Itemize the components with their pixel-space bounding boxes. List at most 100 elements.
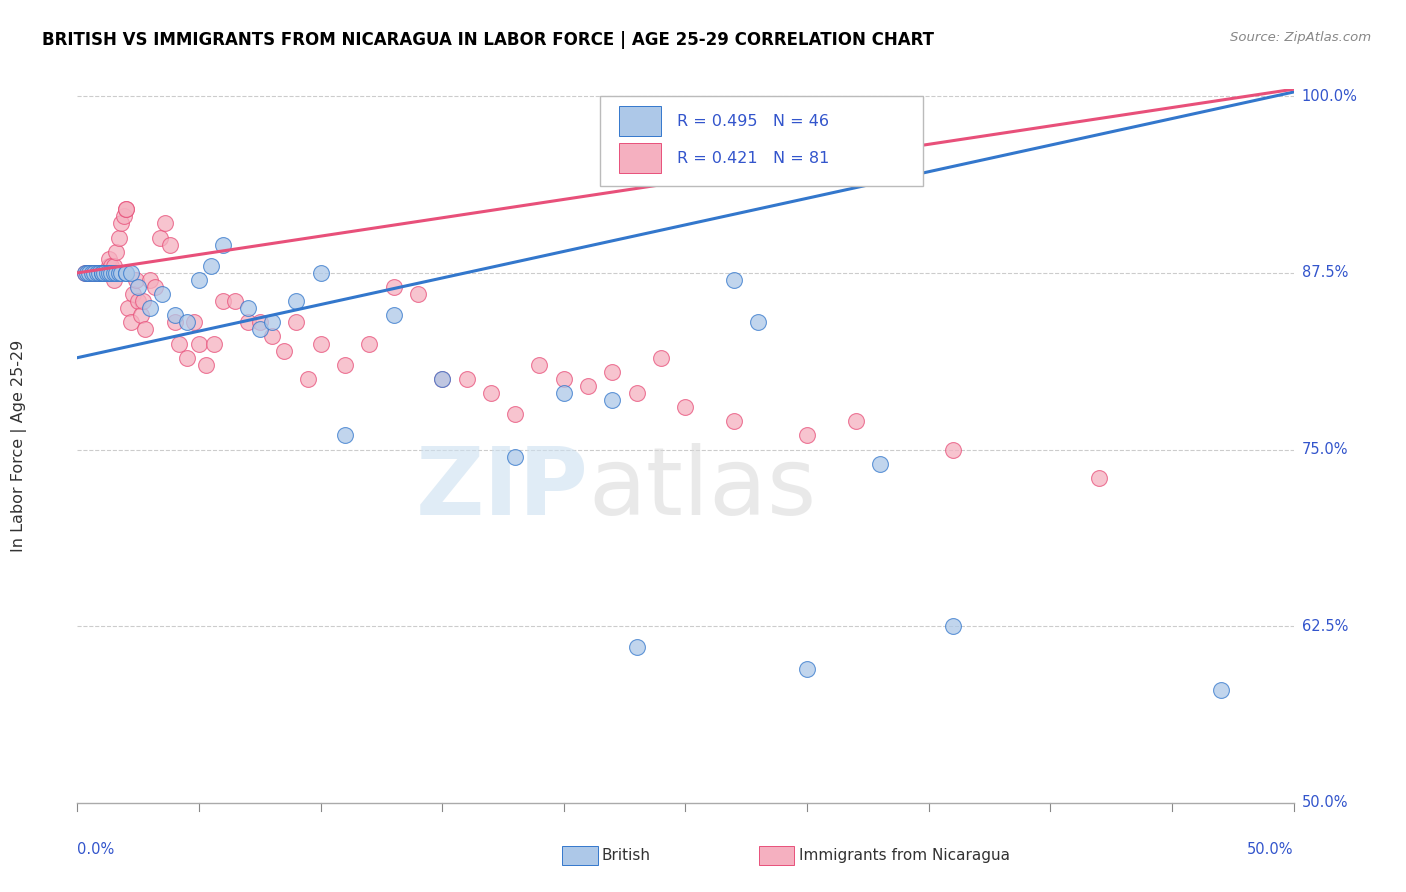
Text: ZIP: ZIP — [415, 442, 588, 535]
Point — [297, 372, 319, 386]
Point — [100, 266, 122, 280]
Point — [333, 428, 356, 442]
Point — [125, 273, 148, 287]
Point — [105, 266, 128, 280]
Point — [503, 450, 526, 464]
Point — [942, 619, 965, 633]
Point — [105, 244, 128, 259]
Point — [83, 266, 105, 280]
Point — [529, 358, 551, 372]
Point — [122, 287, 145, 301]
Point — [333, 358, 356, 372]
Point — [112, 210, 135, 224]
Point — [1209, 682, 1232, 697]
Point — [202, 336, 225, 351]
Text: R = 0.495   N = 46: R = 0.495 N = 46 — [676, 114, 830, 128]
Point — [103, 259, 125, 273]
Point — [127, 294, 149, 309]
Point — [406, 287, 429, 301]
Text: R = 0.421   N = 81: R = 0.421 N = 81 — [676, 151, 830, 166]
Point — [129, 308, 152, 322]
Point — [107, 230, 129, 244]
FancyBboxPatch shape — [600, 96, 922, 186]
Point — [127, 280, 149, 294]
Point — [576, 379, 599, 393]
Point — [86, 266, 108, 280]
Point — [249, 322, 271, 336]
Text: Source: ZipAtlas.com: Source: ZipAtlas.com — [1230, 31, 1371, 45]
Point — [103, 273, 125, 287]
Point — [183, 315, 205, 329]
Point — [76, 266, 98, 280]
Point — [83, 266, 105, 280]
Point — [260, 315, 283, 329]
Point — [796, 662, 818, 676]
Point — [747, 315, 769, 329]
Text: 50.0%: 50.0% — [1247, 842, 1294, 857]
Point — [93, 266, 115, 280]
Point — [382, 280, 405, 294]
Point — [90, 266, 112, 280]
Point — [139, 301, 162, 316]
Bar — [619, 106, 661, 136]
Point — [359, 336, 381, 351]
Point — [553, 386, 575, 401]
Text: BRITISH VS IMMIGRANTS FROM NICARAGUA IN LABOR FORCE | AGE 25-29 CORRELATION CHAR: BRITISH VS IMMIGRANTS FROM NICARAGUA IN … — [42, 31, 934, 49]
Point — [90, 266, 112, 280]
Point — [200, 259, 222, 273]
Point — [212, 294, 235, 309]
Point — [163, 308, 186, 322]
Point — [120, 266, 142, 280]
Point — [796, 428, 818, 442]
Point — [553, 372, 575, 386]
Point — [97, 266, 120, 280]
Point — [86, 266, 108, 280]
Point — [723, 273, 745, 287]
Point — [188, 336, 211, 351]
Point — [152, 287, 174, 301]
Point — [80, 266, 103, 280]
Point — [176, 315, 198, 329]
Point — [626, 386, 648, 401]
Point — [869, 457, 891, 471]
Point — [89, 266, 111, 280]
Point — [134, 322, 156, 336]
Point — [249, 315, 271, 329]
Point — [110, 216, 132, 230]
Point — [73, 266, 96, 280]
Point — [115, 266, 138, 280]
Point — [285, 315, 308, 329]
Point — [153, 216, 176, 230]
Point — [100, 259, 122, 273]
Point — [149, 230, 172, 244]
Text: 50.0%: 50.0% — [1302, 796, 1348, 810]
Text: 0.0%: 0.0% — [77, 842, 114, 857]
Text: 87.5%: 87.5% — [1302, 266, 1348, 280]
Point — [107, 266, 129, 280]
Point — [309, 266, 332, 280]
Point — [602, 393, 624, 408]
Point — [79, 266, 101, 280]
Point — [80, 266, 103, 280]
Point — [100, 266, 122, 280]
Point — [97, 252, 120, 266]
Point — [430, 372, 453, 386]
Point — [83, 266, 105, 280]
Point — [188, 273, 211, 287]
Point — [120, 315, 142, 329]
Point — [212, 237, 235, 252]
Point — [503, 407, 526, 421]
Point — [93, 266, 115, 280]
Point — [96, 266, 118, 280]
Point — [224, 294, 246, 309]
Point — [89, 266, 111, 280]
Point — [273, 343, 295, 358]
Text: British: British — [602, 848, 651, 863]
Point — [115, 266, 138, 280]
Point — [89, 266, 111, 280]
Point — [143, 280, 166, 294]
Point — [76, 266, 98, 280]
Text: 100.0%: 100.0% — [1302, 89, 1358, 103]
Point — [163, 315, 186, 329]
Point — [79, 266, 101, 280]
